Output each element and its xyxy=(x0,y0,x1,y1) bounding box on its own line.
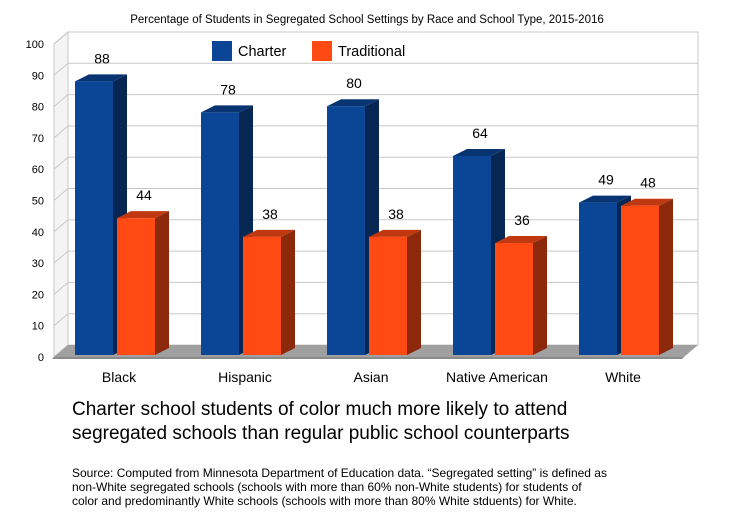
chart-caption: Charter school students of color much mo… xyxy=(72,398,712,446)
bar-side xyxy=(155,211,169,355)
gridline-side xyxy=(53,282,69,295)
gridline-side xyxy=(53,94,69,107)
y-tick-label: 90 xyxy=(32,70,44,82)
source-note: Source: Computed from Minnesota Departme… xyxy=(72,466,727,508)
bar-charter xyxy=(453,155,491,355)
y-tick-label: 50 xyxy=(32,196,44,208)
chart: Percentage of Students in Segregated Sch… xyxy=(26,14,699,385)
data-label: 38 xyxy=(262,206,278,222)
bar-top xyxy=(243,229,295,237)
y-tick-label: 30 xyxy=(32,258,44,270)
caption-line-1: Charter school students of color much mo… xyxy=(72,399,568,420)
bar-top xyxy=(369,229,421,237)
bar-charter xyxy=(75,81,113,355)
x-tick-label: Black xyxy=(102,369,137,385)
bar-top xyxy=(621,198,673,206)
bar-side xyxy=(659,198,673,355)
gridline-side xyxy=(53,188,69,201)
data-label: 88 xyxy=(94,50,110,66)
gridline-side xyxy=(53,156,69,170)
data-label: 38 xyxy=(388,206,404,222)
gridline-side xyxy=(53,219,69,233)
bar-top xyxy=(453,148,505,156)
floor-edge xyxy=(52,357,684,359)
data-label: 48 xyxy=(640,175,656,191)
data-label: 49 xyxy=(598,172,614,188)
data-label: 80 xyxy=(346,75,362,91)
legend-swatch-traditional xyxy=(312,41,332,61)
x-tick-label: Hispanic xyxy=(218,369,272,385)
chart-title: Percentage of Students in Segregated Sch… xyxy=(130,14,604,26)
legend-label: Traditional xyxy=(338,44,405,60)
gridline-side xyxy=(53,31,69,45)
data-label: 78 xyxy=(220,81,236,97)
bar-top xyxy=(327,99,379,107)
bar-traditional xyxy=(621,205,659,355)
gridline-side xyxy=(53,125,69,139)
gridline-side xyxy=(53,250,69,264)
y-tick-label: 80 xyxy=(32,102,44,114)
x-tick-label: Native American xyxy=(446,369,548,385)
bar-top xyxy=(117,211,169,219)
source-line-2: non-White segregated schools (schools wi… xyxy=(72,480,582,494)
y-tick-label: 20 xyxy=(32,289,44,301)
gridline-side xyxy=(53,313,69,327)
data-label: 64 xyxy=(472,125,488,141)
bar-top xyxy=(75,74,127,82)
x-tick-label: Asian xyxy=(353,369,388,385)
y-tick-label: 60 xyxy=(32,164,44,176)
bar-traditional xyxy=(117,218,155,355)
bar-top xyxy=(201,105,253,113)
bar-traditional xyxy=(243,236,281,355)
legend-label: Charter xyxy=(238,44,287,60)
bar-side xyxy=(533,236,547,355)
source-line-1: Source: Computed from Minnesota Departme… xyxy=(72,466,607,480)
data-label: 44 xyxy=(136,187,152,203)
source-line-3: color and predominantly White schools (s… xyxy=(72,494,577,508)
caption-line-2: segregated schools than regular public s… xyxy=(72,423,570,444)
y-tick-label: 10 xyxy=(32,321,44,333)
bar-traditional xyxy=(369,236,407,355)
bar-side xyxy=(407,229,421,355)
x-tick-label: White xyxy=(605,369,641,385)
bar-top xyxy=(495,236,547,244)
legend-swatch-charter xyxy=(212,41,232,61)
data-label: 36 xyxy=(514,212,530,228)
bar-top xyxy=(579,195,631,203)
bar-charter xyxy=(579,202,617,355)
y-tick-label: 100 xyxy=(26,39,44,51)
bar-traditional xyxy=(495,243,533,355)
bar-charter xyxy=(201,112,239,355)
gridline-side xyxy=(53,62,69,76)
y-tick-label: 40 xyxy=(32,227,44,239)
bar-charter xyxy=(327,106,365,355)
y-tick-label: 0 xyxy=(38,352,44,364)
bar-side xyxy=(281,229,295,355)
y-tick-label: 70 xyxy=(32,133,44,145)
